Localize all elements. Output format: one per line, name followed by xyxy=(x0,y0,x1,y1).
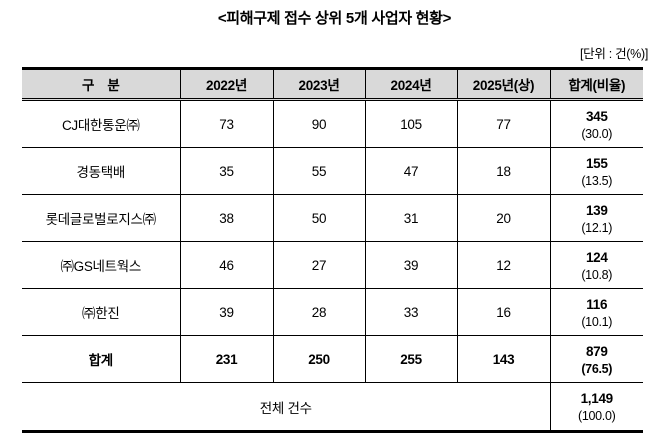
cell-2023: 27 xyxy=(272,241,366,289)
cell-2025: 12 xyxy=(456,241,551,289)
sum-label: 합계 xyxy=(22,335,181,383)
header-total: 합계(비율) xyxy=(549,68,643,101)
table-row-lotte: 롯데글로벌로지스㈜ 38 50 31 20 139 (12.1) xyxy=(22,194,643,242)
cell-2023: 90 xyxy=(272,99,366,148)
header-2023: 2023년 xyxy=(272,68,366,101)
total-percent: (30.0) xyxy=(581,126,613,141)
cell-2022: 39 xyxy=(179,288,274,336)
total-count: 124 xyxy=(585,249,608,265)
cell-total: 139 (12.1) xyxy=(549,194,643,242)
cell-2024: 105 xyxy=(364,99,458,148)
cell-2025: 18 xyxy=(456,147,551,195)
total-count: 1,149 xyxy=(580,391,614,406)
cell-2022: 38 xyxy=(179,194,274,242)
cell-2025: 143 xyxy=(456,335,551,383)
total-count: 116 xyxy=(586,296,608,312)
cell-2024: 39 xyxy=(364,241,458,289)
header-2024: 2024년 xyxy=(364,68,458,101)
cell-total: 116 (10.1) xyxy=(549,288,643,336)
company-name: ㈜GS네트웍스 xyxy=(22,241,181,289)
table-row-gs: ㈜GS네트웍스 46 27 39 12 124 (10.8) xyxy=(22,241,643,289)
cell-2023: 250 xyxy=(272,335,366,383)
table-header: 구 분 2022년 2023년 2024년 2025년(상) 합계(비율) xyxy=(22,68,643,101)
header-2022: 2022년 xyxy=(179,68,274,101)
cell-2025: 16 xyxy=(456,288,551,336)
cell-2024: 255 xyxy=(364,335,458,383)
cell-total: 879 (76.5) xyxy=(549,335,643,383)
total-count: 139 xyxy=(585,202,608,218)
company-name: ㈜한진 xyxy=(22,288,181,336)
cell-grand-total: 1,149 (100.0) xyxy=(549,382,643,432)
company-name: 경동택배 xyxy=(22,147,181,195)
cell-2022: 231 xyxy=(179,335,274,383)
header-row: 구 분 2022년 2023년 2024년 2025년(상) 합계(비율) xyxy=(22,68,643,101)
cell-total: 345 (30.0) xyxy=(549,99,643,148)
total-percent: (10.1) xyxy=(581,314,613,329)
cell-2023: 50 xyxy=(272,194,366,242)
cell-2022: 73 xyxy=(179,99,274,148)
total-count: 879 xyxy=(585,343,608,359)
total-percent: (76.5) xyxy=(581,361,613,376)
cell-2025: 20 xyxy=(456,194,551,242)
total-percent: (13.5) xyxy=(581,173,613,188)
unit-label: [단위 : 건(%)] xyxy=(579,47,648,61)
header-category: 구 분 xyxy=(22,68,181,101)
table-row-grand-total: 전체 건수 1,149 (100.0) xyxy=(22,382,643,432)
table-row-sum: 합계 231 250 255 143 879 (76.5) xyxy=(22,335,643,383)
total-percent: (12.1) xyxy=(581,220,613,235)
table-row-cj: CJ대한통운㈜ 73 90 105 77 345 (30.0) xyxy=(22,99,643,148)
cell-total: 124 (10.8) xyxy=(549,241,643,289)
total-percent: (10.8) xyxy=(581,267,613,282)
cell-2024: 47 xyxy=(364,147,458,195)
total-percent: (100.0) xyxy=(577,409,616,423)
cell-2022: 46 xyxy=(179,241,274,289)
total-count: 345 xyxy=(585,108,608,124)
cell-2023: 28 xyxy=(272,288,366,336)
cell-2023: 55 xyxy=(272,147,366,195)
damage-relief-table: 구 분 2022년 2023년 2024년 2025년(상) 합계(비율) CJ… xyxy=(22,67,643,433)
table-row-kyungdong: 경동택배 35 55 47 18 155 (13.5) xyxy=(22,147,643,195)
company-name: CJ대한통운㈜ xyxy=(22,99,181,148)
grand-total-label: 전체 건수 xyxy=(22,382,551,432)
company-name: 롯데글로벌로지스㈜ xyxy=(22,194,181,242)
cell-2024: 31 xyxy=(364,194,458,242)
cell-total: 155 (13.5) xyxy=(549,147,643,195)
cell-2025: 77 xyxy=(456,99,551,148)
page-title: <피해구제 접수 상위 5개 사업자 현황> xyxy=(217,10,452,27)
header-2025: 2025년(상) xyxy=(456,68,551,101)
total-count: 155 xyxy=(585,155,608,171)
table-body: CJ대한통운㈜ 73 90 105 77 345 (30.0) 경동택배 35 … xyxy=(22,99,643,432)
cell-2022: 35 xyxy=(179,147,274,195)
cell-2024: 33 xyxy=(364,288,458,336)
table-row-hanjin: ㈜한진 39 28 33 16 116 (10.1) xyxy=(22,288,643,336)
